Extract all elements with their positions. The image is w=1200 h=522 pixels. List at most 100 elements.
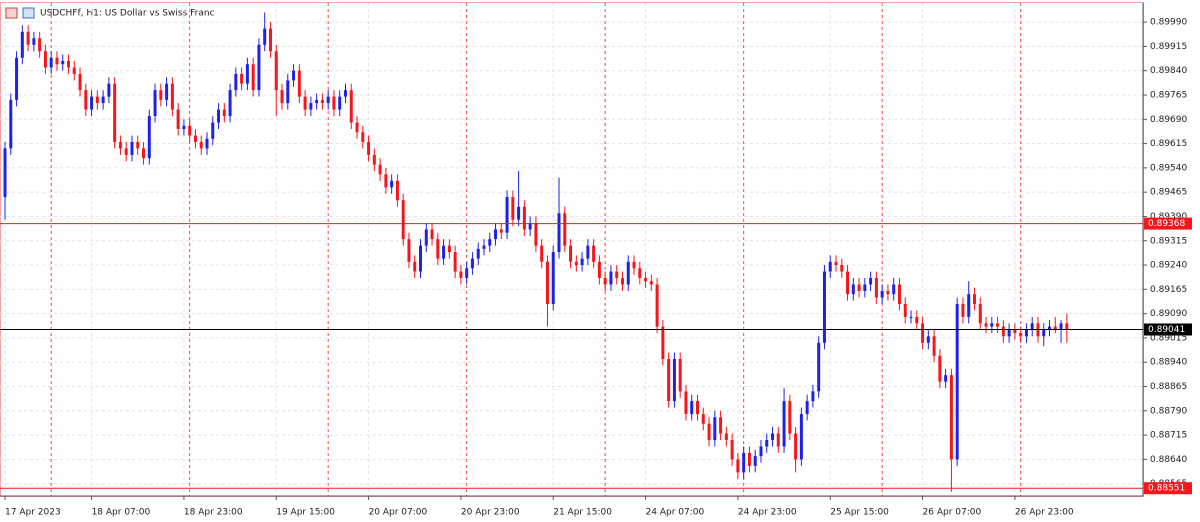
chart-title: USDCHFf, H1: US Dollar vs Swiss Franc	[40, 9, 215, 19]
candle-body	[736, 459, 740, 473]
candle-body	[297, 70, 301, 97]
candle-body	[551, 252, 555, 304]
candle-body	[292, 70, 296, 81]
candle-body	[1024, 329, 1028, 337]
candle-body	[124, 148, 128, 155]
candle-body	[367, 141, 371, 155]
candle-body	[678, 358, 682, 392]
icon	[22, 7, 35, 19]
x-tick-label: 26 Apr 23:00	[1015, 508, 1074, 518]
candle-body	[505, 197, 509, 233]
candle-body	[563, 213, 567, 246]
candle-body	[78, 73, 82, 91]
y-tick-label: 0.88865	[1150, 382, 1187, 392]
candle-body	[32, 38, 36, 45]
candle-body	[193, 135, 197, 142]
candle-body	[921, 323, 925, 343]
candle-body	[949, 375, 953, 460]
price-level-label: 0.89368	[1148, 219, 1185, 229]
candle-body	[286, 80, 290, 104]
candle-body	[597, 261, 601, 279]
candle-body	[188, 125, 192, 136]
candle-body	[661, 326, 665, 359]
candle-body	[938, 355, 942, 382]
x-tick-label: 24 Apr 07:00	[646, 508, 705, 518]
x-tick-label: 19 Apr 15:00	[276, 508, 335, 518]
candle-body	[147, 116, 151, 159]
candle-body	[672, 358, 676, 402]
candle-body	[55, 57, 59, 65]
candle-body	[113, 83, 117, 142]
candle-body	[436, 239, 440, 259]
candle-body	[332, 96, 336, 110]
candle-body	[620, 278, 624, 285]
candle-body	[580, 258, 584, 266]
x-tick-label: 17 Apr 2023	[5, 508, 61, 518]
y-tick-label: 0.89915	[1150, 42, 1187, 52]
x-tick-label: 20 Apr 07:00	[369, 508, 428, 518]
y-tick-label: 0.89840	[1150, 66, 1187, 76]
candle-body	[251, 64, 255, 91]
candle-body	[470, 258, 474, 269]
candle-body	[222, 109, 226, 117]
candle-body	[413, 261, 417, 272]
candle-body	[349, 90, 353, 123]
candle-body	[828, 261, 832, 272]
candle-body	[315, 99, 319, 104]
candle-body	[782, 401, 786, 447]
candle-body	[932, 336, 936, 356]
candle-body	[107, 83, 111, 97]
candle-body	[644, 278, 648, 282]
candle-body	[753, 456, 757, 466]
y-tick-label: 0.89540	[1150, 163, 1187, 173]
candle-body	[696, 401, 700, 415]
candle-body	[274, 51, 278, 91]
candle-body	[540, 245, 544, 262]
candle-body	[424, 229, 428, 246]
candle-body	[1013, 329, 1017, 334]
candle-body	[805, 401, 809, 415]
candle-body	[903, 303, 907, 317]
candle-body	[205, 138, 209, 149]
candle-body	[268, 28, 272, 52]
candle-body	[430, 229, 434, 240]
candle-body	[228, 90, 232, 117]
candle-body	[851, 284, 855, 295]
candle-body	[522, 206, 526, 230]
candle-body	[245, 64, 249, 84]
candle-body	[84, 90, 88, 110]
candle-body	[822, 271, 826, 343]
candle-body	[38, 38, 42, 52]
candle-body	[886, 290, 890, 295]
candle-body	[395, 180, 399, 201]
candle-body	[574, 261, 578, 266]
candle-body	[176, 109, 180, 130]
candle-body	[170, 83, 174, 110]
candle-body	[153, 90, 157, 117]
y-tick-label: 0.89690	[1150, 115, 1187, 125]
candle-body	[961, 303, 965, 317]
candle-body	[528, 222, 532, 230]
candle-body	[1065, 323, 1069, 330]
candle-body	[776, 433, 780, 447]
candle-body	[557, 213, 561, 253]
price-level-box	[1144, 482, 1192, 495]
y-tick-label: 0.88790	[1150, 406, 1187, 416]
candle-body	[724, 433, 728, 440]
candle-body	[459, 271, 463, 279]
x-tick-label: 26 Apr 07:00	[923, 508, 982, 518]
candle-body	[465, 268, 469, 279]
candle-body	[511, 197, 515, 220]
candle-body	[159, 90, 163, 100]
candle-body	[43, 51, 47, 68]
candle-body	[944, 375, 948, 382]
x-tick-label: 18 Apr 07:00	[92, 508, 151, 518]
y-tick-label: 0.89090	[1150, 309, 1187, 319]
chart-icons	[5, 7, 35, 19]
candle-body	[136, 141, 140, 149]
candle-body	[742, 452, 746, 473]
candle-body	[211, 122, 215, 139]
candle-body	[1059, 323, 1063, 330]
